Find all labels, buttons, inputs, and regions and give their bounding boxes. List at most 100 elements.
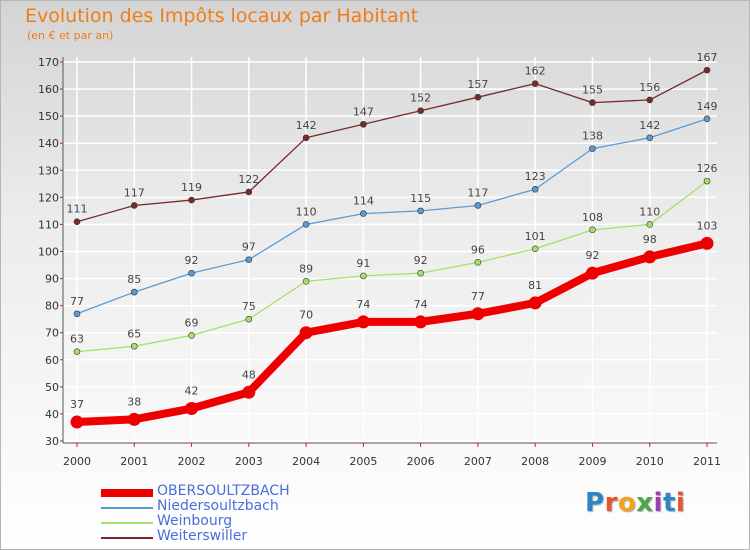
data-label: 108 (582, 211, 603, 224)
chart-title: Evolution des Impôts locaux par Habitant (25, 5, 419, 27)
x-tick-label: 2011 (693, 455, 721, 468)
data-point (417, 107, 424, 115)
data-label: 89 (299, 262, 313, 275)
y-tick-label: 80 (45, 300, 59, 313)
data-point (643, 250, 657, 264)
data-point (130, 288, 138, 296)
data-point (474, 259, 482, 266)
data-label: 91 (356, 257, 370, 270)
data-point (127, 412, 141, 426)
data-point (528, 296, 542, 310)
line-chart: 30 40 50 60 70 80 90 100 110 120 130 140 150 160 170 20… (38, 51, 721, 468)
data-point (703, 66, 711, 74)
data-label: 152 (410, 92, 431, 105)
y-tick-label: 170 (38, 56, 59, 69)
legend-swatch (101, 537, 153, 539)
data-label: 149 (697, 100, 718, 113)
legend-label: Niedersoultzbach (157, 498, 279, 514)
data-label: 75 (242, 300, 256, 313)
data-point (646, 134, 654, 142)
x-tick-label: 2009 (578, 455, 606, 468)
data-point (646, 96, 654, 104)
data-point (703, 115, 711, 123)
data-label: 126 (697, 162, 718, 175)
series-line-niedersoultzbach (76, 118, 708, 315)
data-label: 48 (242, 368, 256, 381)
data-point (73, 348, 81, 355)
data-point (589, 99, 596, 106)
y-tick-label: 100 (38, 246, 59, 259)
data-point (70, 415, 84, 429)
data-point (302, 221, 310, 228)
data-point (360, 120, 367, 128)
y-tick-label: 30 (45, 435, 59, 448)
data-point (417, 269, 424, 277)
y-tick-label: 140 (38, 137, 59, 150)
data-point (245, 188, 253, 196)
data-label: 92 (185, 254, 199, 267)
data-label: 115 (410, 192, 431, 205)
data-label: 74 (356, 298, 370, 311)
data-point (245, 315, 253, 323)
data-point (130, 202, 138, 209)
data-point (589, 226, 596, 234)
data-label: 63 (70, 333, 84, 346)
brand-letter: i (653, 488, 663, 518)
legend-label: OBERSOULTZBACH (157, 483, 290, 499)
data-point (531, 245, 539, 253)
data-label: 142 (639, 119, 660, 132)
data-point (700, 236, 714, 250)
data-point (356, 315, 370, 329)
data-point (474, 202, 482, 209)
data-label: 96 (471, 243, 485, 256)
plot-area (63, 57, 717, 442)
data-label: 162 (525, 65, 546, 78)
data-label: 81 (528, 279, 542, 292)
data-label: 123 (525, 170, 546, 183)
data-point (703, 177, 711, 185)
x-tick-label: 2010 (636, 455, 664, 468)
data-label: 111 (67, 203, 88, 216)
y-tick-label: 110 (38, 218, 59, 231)
data-point (188, 332, 195, 339)
chart-subtitle: (en € et par an) (27, 29, 114, 42)
x-tick-label: 2005 (349, 455, 377, 468)
data-point (531, 185, 539, 193)
data-point (471, 307, 485, 321)
data-label: 142 (296, 119, 317, 132)
x-tick-label: 2004 (292, 455, 320, 468)
legend-swatch (101, 489, 153, 497)
series-line-obersoultzbach (73, 239, 711, 427)
y-tick-label: 160 (38, 83, 59, 96)
data-label: 77 (70, 295, 84, 308)
brand-letter: x (636, 488, 654, 518)
brand-letter: t (662, 488, 676, 518)
data-label: 38 (127, 395, 141, 408)
data-point (188, 196, 195, 204)
y-tick-label: 60 (45, 354, 59, 367)
data-label: 110 (296, 205, 317, 218)
data-point (188, 269, 195, 277)
x-tick-label: 2006 (407, 455, 435, 468)
data-label: 147 (353, 105, 374, 118)
brand-letter: i (675, 488, 686, 518)
data-label: 98 (643, 233, 657, 246)
data-label: 138 (582, 130, 603, 143)
data-point (531, 80, 539, 87)
data-label: 101 (525, 230, 546, 243)
data-point (185, 402, 199, 416)
y-tick-label: 130 (38, 164, 59, 177)
data-label: 65 (127, 327, 141, 340)
data-label: 97 (242, 241, 256, 254)
data-point (414, 315, 428, 329)
data-label: 37 (70, 398, 84, 411)
data-label: 103 (697, 219, 718, 232)
x-tick-label: 2008 (521, 455, 549, 468)
y-tick-label: 90 (45, 273, 59, 286)
series-line-weinbourg (76, 180, 708, 353)
data-label: 155 (582, 84, 603, 97)
series-line-weiterswiller (76, 69, 708, 223)
data-point (130, 342, 138, 350)
data-point (302, 134, 310, 142)
x-tick-label: 2007 (464, 455, 492, 468)
